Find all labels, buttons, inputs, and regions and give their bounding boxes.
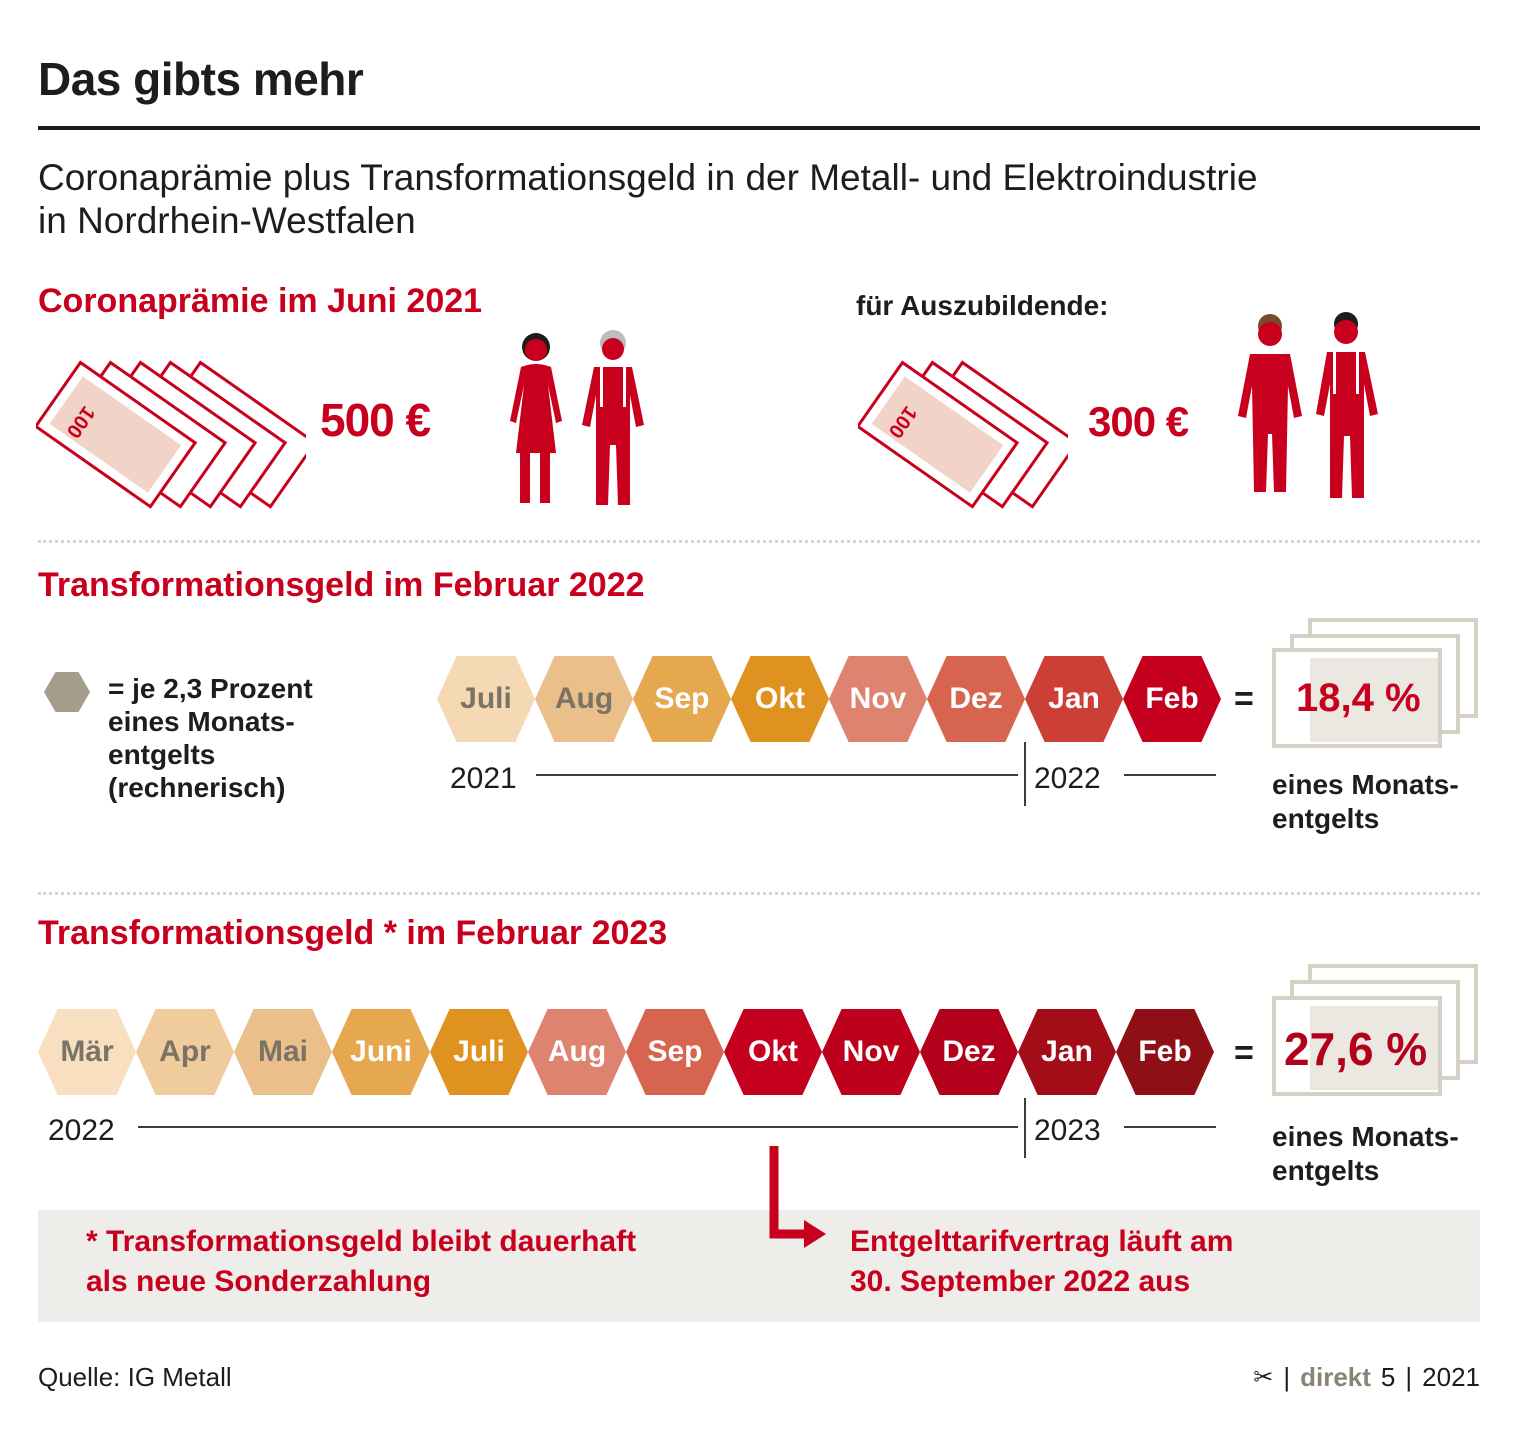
- arrow-icon: [764, 1146, 834, 1256]
- month-hex-aug: Aug: [528, 1009, 626, 1095]
- title-rule: [38, 126, 1480, 130]
- section-2023-heading: Transformationsgeld * im Februar 2023: [38, 914, 667, 953]
- year-divider-2022: [1024, 742, 1026, 806]
- scissors-icon: ✂: [1253, 1363, 1273, 1392]
- legend-line: eines Monats-: [108, 705, 313, 738]
- footnote-right-line: 30. September 2022 aus: [850, 1262, 1233, 1302]
- month-hex-dez: Dez: [920, 1009, 1018, 1095]
- banknotes-500-icon: 100100100100100: [36, 350, 306, 520]
- footnote-right-line: Entgelttarifvertrag läuft am: [850, 1222, 1233, 1262]
- month-hex-mai: Mai: [234, 1009, 332, 1095]
- footnote-left: * Transformationsgeld bleibt dauerhaft a…: [86, 1222, 636, 1302]
- page-subtitle: Coronaprämie plus Transformationsgeld in…: [38, 156, 1478, 242]
- month-hex-sep: Sep: [633, 656, 731, 742]
- month-hex-jan: Jan: [1025, 656, 1123, 742]
- month-hex-feb: Feb: [1116, 1009, 1214, 1095]
- footnote-left-line: * Transformationsgeld bleibt dauerhaft: [86, 1222, 636, 1262]
- legend-line: entgelts: [108, 738, 313, 771]
- trainees-amount: 300 €: [1088, 398, 1188, 446]
- issue-number: 5: [1381, 1362, 1395, 1393]
- month-hex-dez: Dez: [927, 656, 1025, 742]
- month-hex-juni: Juni: [332, 1009, 430, 1095]
- month-hex-juli: Juli: [430, 1009, 528, 1095]
- result-sub-line: entgelts: [1272, 1154, 1459, 1188]
- month-hex-okt: Okt: [731, 656, 829, 742]
- legend-hex-icon: [44, 672, 90, 712]
- result-2023: 27,6 %: [1284, 1022, 1427, 1076]
- trainee-workers-icon: [1232, 312, 1392, 502]
- year-start-2022-row: 2021: [450, 762, 517, 796]
- result-sub-line: entgelts: [1272, 802, 1459, 836]
- month-hex-aug: Aug: [535, 656, 633, 742]
- divider-2: [38, 892, 1480, 895]
- timeline-2023-b: [1124, 1126, 1216, 1128]
- source-text: Quelle: IG Metall: [38, 1362, 232, 1393]
- separator: |: [1283, 1362, 1290, 1393]
- legend-line: = je 2,3 Prozent: [108, 672, 313, 705]
- month-hex-nov: Nov: [822, 1009, 920, 1095]
- timeline-2022-a: [536, 774, 1018, 776]
- page-title: Das gibts mehr: [38, 52, 363, 106]
- month-hex-apr: Apr: [136, 1009, 234, 1095]
- equals-sign: =: [1234, 680, 1254, 719]
- brand-name: direkt: [1300, 1362, 1371, 1393]
- subtitle-line-1: Coronaprämie plus Transformationsgeld in…: [38, 156, 1478, 199]
- divider-1: [38, 540, 1480, 543]
- section-corona-heading: Coronaprämie im Juni 2021: [38, 282, 482, 321]
- result-sub-line: eines Monats-: [1272, 768, 1459, 802]
- year-start-2023-row: 2022: [48, 1114, 115, 1148]
- year-divider-2023: [1024, 1098, 1026, 1158]
- legend-text: = je 2,3 Prozent eines Monats- entgelts …: [108, 672, 313, 804]
- adult-workers-icon: [496, 325, 656, 510]
- credits: ✂ | direkt 5 | 2021: [1253, 1362, 1480, 1393]
- equals-sign: =: [1234, 1034, 1254, 1073]
- section-2022-heading: Transformationsgeld im Februar 2022: [38, 566, 645, 605]
- trainees-label: für Auszubildende:: [856, 290, 1109, 322]
- month-hex-feb: Feb: [1123, 656, 1221, 742]
- footnote-left-line: als neue Sonderzahlung: [86, 1262, 636, 1302]
- result-2022-sub: eines Monats- entgelts: [1272, 768, 1459, 836]
- month-hex-nov: Nov: [829, 656, 927, 742]
- timeline-2022-b: [1124, 774, 1216, 776]
- employees-amount: 500 €: [320, 393, 430, 447]
- month-hex-juli: Juli: [437, 656, 535, 742]
- result-sub-line: eines Monats-: [1272, 1120, 1459, 1154]
- subtitle-line-2: in Nordrhein-Westfalen: [38, 199, 1478, 242]
- month-hex-mär: Mär: [38, 1009, 136, 1095]
- issue-year: 2021: [1422, 1362, 1480, 1393]
- year-end-2022-row: 2022: [1034, 762, 1101, 796]
- timeline-2023-a: [138, 1126, 1018, 1128]
- banknotes-300-icon: 100100100: [858, 350, 1068, 520]
- result-2023-sub: eines Monats- entgelts: [1272, 1120, 1459, 1188]
- month-hex-jan: Jan: [1018, 1009, 1116, 1095]
- legend-line: (rechnerisch): [108, 771, 313, 804]
- year-end-2023-row: 2023: [1034, 1114, 1101, 1148]
- separator: |: [1405, 1362, 1412, 1393]
- result-2022: 18,4 %: [1296, 676, 1421, 721]
- month-hex-okt: Okt: [724, 1009, 822, 1095]
- footnote-right: Entgelttarifvertrag läuft am 30. Septemb…: [850, 1222, 1233, 1302]
- month-hex-sep: Sep: [626, 1009, 724, 1095]
